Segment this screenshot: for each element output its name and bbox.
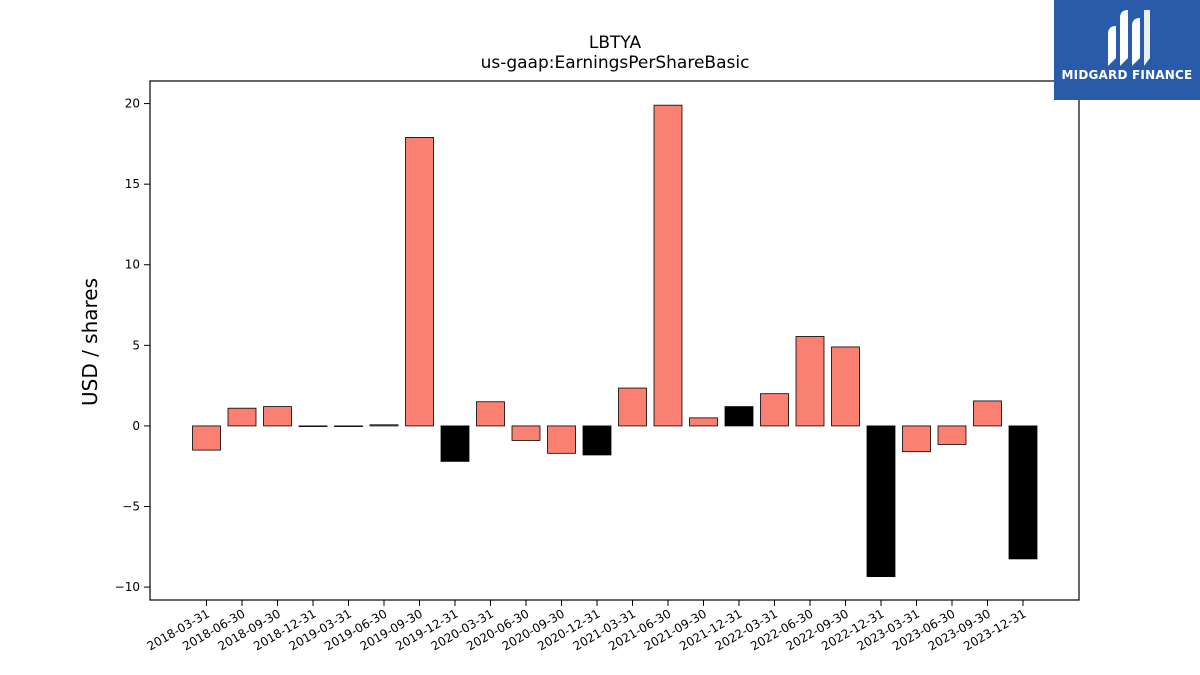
y-tick-label: 0 [132,419,140,433]
bar-2020-12-31 [582,425,612,456]
bar-2018-12-31 [298,425,328,427]
bar-2020-09-30 [547,425,576,454]
y-axis-label: USD / shares [78,278,102,406]
midgard-logo-icon [1108,10,1150,66]
bar-2021-12-31 [724,406,754,427]
bar-2023-09-30 [973,400,1002,427]
y-tick-label: −10 [115,580,140,594]
bar-2022-06-30 [795,336,825,427]
y-ticks-group: −10 −5 0 5 10 15 20 [115,97,150,594]
y-tick-label: 20 [125,97,140,111]
bar-2023-12-31 [1008,425,1038,560]
bars-group [192,104,1038,578]
bar-2018-03-31 [192,425,221,451]
bar-2021-03-31 [618,387,647,427]
x-ticks-group: 2018-03-312018-06-302018-09-302018-12-31… [145,600,1029,653]
bar-2021-09-30 [689,417,718,427]
bar-2019-06-30 [369,424,399,427]
bar-2022-03-31 [760,393,789,427]
bar-2019-09-30 [405,137,434,427]
y-tick-label: 15 [125,177,140,191]
bar-2022-12-31 [866,425,896,578]
plot-frame [149,80,1080,601]
bar-2019-03-31 [334,425,363,427]
bar-2018-06-30 [227,407,257,427]
bar-2022-09-30 [831,346,860,427]
bar-2021-06-30 [653,104,683,427]
midgard-finance-logo: MIDGARD FINANCE [1054,0,1200,100]
bar-2023-03-31 [902,425,931,453]
bar-2023-06-30 [937,425,967,445]
bar-2018-09-30 [263,406,292,427]
y-tick-label: 10 [125,258,140,272]
y-tick-label: 5 [132,338,140,352]
logo-text: MIDGARD FINANCE [1061,68,1193,82]
chart-title: LBTYA [589,33,642,53]
y-tick-label: −5 [122,500,140,514]
chart-subtitle: us-gaap:EarningsPerShareBasic [481,53,750,73]
bar-2019-12-31 [440,425,470,462]
bar-2020-03-31 [476,401,505,427]
bar-2020-06-30 [511,425,541,441]
